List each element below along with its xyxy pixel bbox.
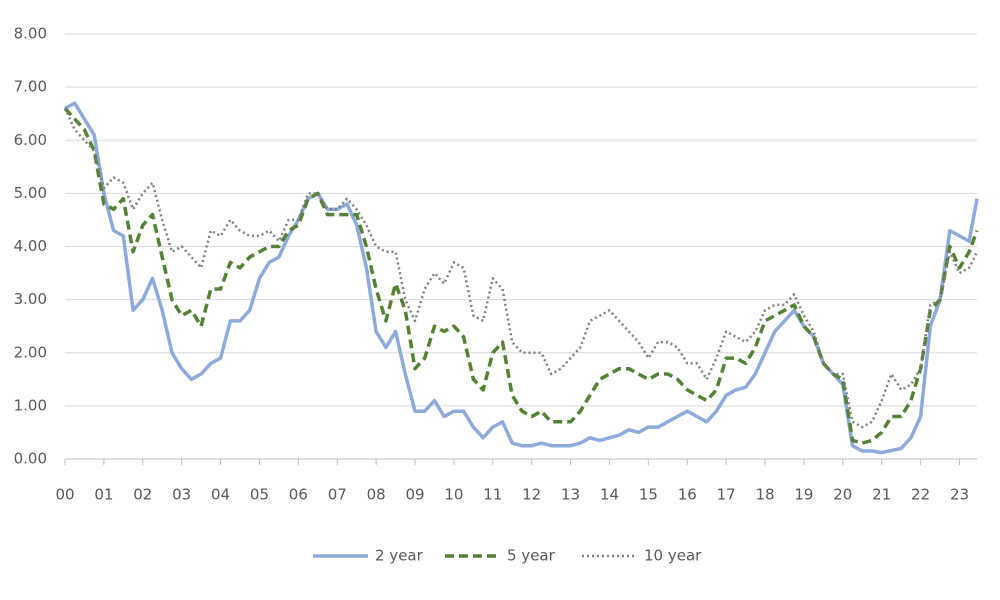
- y-tick-label: 3.00: [14, 290, 47, 308]
- x-tick-label: 20: [833, 486, 852, 504]
- x-tick-label: 05: [250, 486, 269, 504]
- x-tick-label: 17: [717, 486, 736, 504]
- y-tick-label: 7.00: [14, 78, 47, 96]
- x-tick-label: 22: [911, 486, 930, 504]
- y-tick-label: 1.00: [14, 396, 47, 414]
- x-tick-label: 01: [94, 486, 113, 504]
- x-tick-label: 00: [55, 486, 74, 504]
- legend-label: 2 year: [375, 547, 424, 565]
- y-tick-label: 8.00: [14, 25, 47, 43]
- y-tick-label: 0.00: [14, 450, 47, 468]
- y-tick-label: 4.00: [14, 237, 47, 255]
- x-tick-label: 07: [328, 486, 347, 504]
- y-tick-label: 2.00: [14, 343, 47, 361]
- legend-label: 10 year: [644, 547, 702, 565]
- x-tick-label: 21: [872, 486, 891, 504]
- y-tick-label: 5.00: [14, 184, 47, 202]
- x-tick-label: 04: [211, 486, 230, 504]
- x-tick-label: 08: [367, 486, 386, 504]
- x-tick-label: 06: [289, 486, 308, 504]
- x-tick-label: 03: [172, 486, 191, 504]
- x-tick-label: 10: [444, 486, 463, 504]
- x-tick-label: 14: [600, 486, 619, 504]
- x-tick-label: 15: [639, 486, 658, 504]
- x-tick-label: 11: [483, 486, 502, 504]
- series-line: [63, 107, 979, 445]
- legend-label: 5 year: [507, 547, 556, 565]
- series-line: [64, 101, 979, 455]
- x-tick-label: 13: [561, 486, 580, 504]
- x-tick-label: 09: [405, 486, 424, 504]
- x-tick-label: 23: [950, 486, 969, 504]
- x-tick-label: 02: [133, 486, 152, 504]
- x-tick-label: 16: [678, 486, 697, 504]
- x-tick-label: 18: [755, 486, 774, 504]
- x-tick-label: 19: [794, 486, 813, 504]
- series-line: [63, 107, 979, 429]
- y-tick-label: 6.00: [14, 131, 47, 149]
- x-tick-label: 12: [522, 486, 541, 504]
